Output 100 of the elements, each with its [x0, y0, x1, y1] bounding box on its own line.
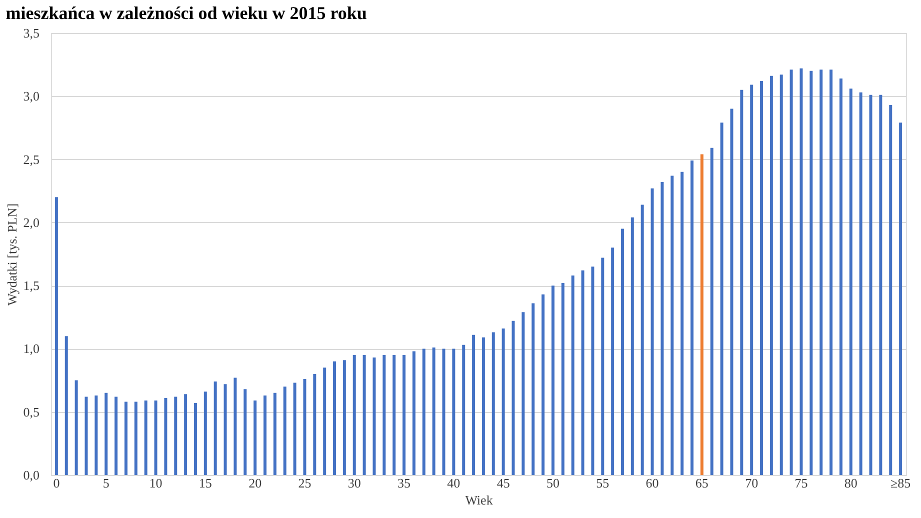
- bar: [442, 348, 446, 475]
- bar: [630, 217, 634, 475]
- bar: [620, 228, 624, 475]
- x-tick-label: 45: [496, 476, 510, 490]
- x-tick-label: 30: [348, 476, 361, 490]
- bar: [84, 396, 88, 475]
- bar: [382, 355, 386, 475]
- bar: [820, 70, 823, 475]
- bar: [670, 176, 674, 475]
- bar: [462, 344, 466, 475]
- bar: [114, 396, 118, 475]
- x-tick-label: 40: [447, 476, 460, 490]
- bar: [591, 266, 594, 475]
- bar: [293, 382, 296, 475]
- bar: [492, 332, 495, 475]
- bar: [64, 336, 68, 475]
- bar: [144, 400, 148, 475]
- bar: [184, 394, 188, 475]
- bar: [472, 334, 476, 475]
- bar: [352, 355, 356, 475]
- bar: [342, 360, 346, 475]
- x-tick-label: 25: [298, 476, 312, 490]
- bar: [313, 374, 316, 475]
- bar: [710, 148, 714, 475]
- x-tick-label: 5: [102, 476, 110, 490]
- bar: [214, 382, 217, 475]
- y-tick-label: 0,5: [23, 404, 40, 420]
- bar: [224, 384, 227, 475]
- bar: [551, 286, 554, 475]
- bar: [730, 108, 734, 475]
- bar: [264, 395, 266, 475]
- x-tick-label: 55: [596, 476, 610, 490]
- bar: [601, 258, 604, 475]
- bar: [760, 80, 764, 475]
- x-tick-label: 15: [198, 476, 212, 490]
- bar: [432, 347, 436, 475]
- bar: [234, 378, 237, 475]
- bar: [522, 312, 525, 475]
- bar: [402, 355, 406, 475]
- x-tick-label: 80: [844, 476, 858, 490]
- bar: [273, 392, 276, 475]
- x-tick-label: 10: [149, 476, 162, 490]
- bar: [244, 389, 247, 475]
- bar: [422, 348, 426, 475]
- bar: [362, 355, 366, 475]
- x-tick-label: 0: [53, 476, 60, 490]
- bar: [452, 348, 456, 475]
- bar: [54, 197, 58, 475]
- bar: [104, 392, 108, 475]
- x-tick-label: 35: [398, 476, 411, 490]
- bar: [680, 172, 684, 475]
- bar: [94, 395, 98, 475]
- bar: [720, 122, 724, 475]
- bar: [581, 270, 584, 475]
- x-tick-label: 65: [695, 476, 708, 490]
- y-tick-label: 2,0: [23, 214, 40, 230]
- bar: [174, 396, 178, 475]
- bar: [283, 386, 286, 475]
- bar: [640, 204, 644, 475]
- bar: [323, 368, 326, 475]
- bar: [502, 328, 505, 475]
- bar: [254, 400, 257, 475]
- y-tick-label: 1,0: [23, 341, 40, 356]
- bar: [194, 403, 197, 475]
- bar: [154, 400, 158, 475]
- bar: [512, 320, 515, 475]
- y-tick-label: 0,0: [23, 468, 40, 482]
- bar: [74, 380, 78, 475]
- bar: [879, 94, 882, 475]
- bar: [164, 398, 168, 475]
- x-axis-title: Wiek: [465, 492, 494, 508]
- bar: [830, 70, 833, 475]
- x-tick-label: 50: [546, 476, 560, 490]
- y-axis-title: Wydatki [tys. PLN]: [4, 203, 20, 306]
- y-tick-label: 3,0: [23, 88, 40, 104]
- bar: [790, 70, 793, 475]
- bar: [372, 358, 376, 475]
- bar: [303, 379, 306, 475]
- bar: [740, 90, 744, 475]
- bar: [849, 88, 852, 475]
- bar: [124, 402, 128, 475]
- y-tick-label: 2,5: [23, 152, 40, 167]
- bar: [134, 402, 138, 475]
- chart-title: mieszkańca w zależności od wieku w 2015 roku: [6, 3, 367, 23]
- y-tick-label: 1,5: [23, 278, 40, 294]
- bar: [869, 94, 872, 475]
- bar: [899, 122, 902, 475]
- bar: [810, 70, 813, 475]
- bar: [800, 68, 803, 475]
- bar: [482, 337, 485, 475]
- bar: [542, 294, 545, 475]
- y-tick-label: 3,5: [23, 26, 40, 40]
- bar: [750, 84, 754, 475]
- bar: [700, 154, 704, 475]
- x-tick-label: ≥85: [890, 476, 911, 490]
- bar: [571, 275, 574, 475]
- bar: [333, 361, 336, 475]
- bar: [690, 160, 694, 475]
- bar: [859, 92, 862, 475]
- bar: [392, 355, 396, 475]
